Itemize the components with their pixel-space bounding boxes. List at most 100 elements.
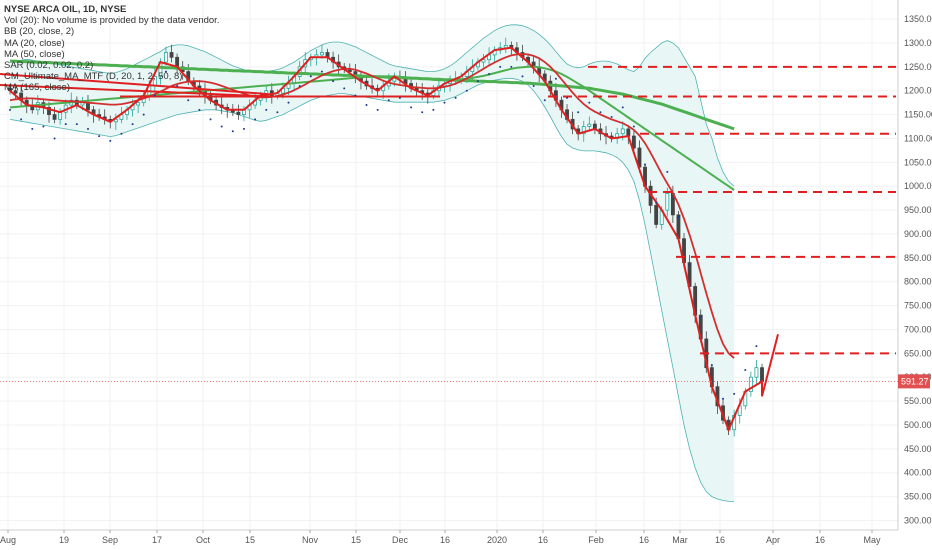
sar-dot [187,99,190,102]
y-tick-label: 1050.00 [904,157,932,167]
x-tick-label: May [863,535,881,545]
sar-dot [365,104,368,107]
sar-dot [610,115,613,118]
x-tick-label: Nov [302,535,319,545]
resistance-levels [548,65,896,355]
sar-dot [443,101,446,104]
sar-dot [53,137,56,140]
sar-dot [554,77,557,80]
trend-line [0,83,269,98]
sar-dot [42,125,45,128]
sar-dot [98,135,101,138]
bb-lower [9,77,735,502]
zigzag-line [9,46,779,433]
x-tick-label: Sep [102,535,118,545]
candle-body [587,123,592,127]
candle [236,104,241,120]
candle-body [748,376,753,392]
candle-body [52,114,57,120]
candle-body [169,52,174,58]
candle-body [236,111,241,115]
sar-dot [666,170,669,173]
sar-dot [588,101,591,104]
y-tick-label: 850.00 [904,253,932,263]
legend-ma20: MA (20, close) [4,37,65,49]
x-tick-label: Aug [0,535,16,545]
sar-dot [176,84,179,87]
sar-dot [376,108,379,111]
candle [748,371,753,397]
sar-dot [9,108,11,111]
y-tick-label: 300.00 [904,515,932,525]
x-tick-label: 19 [59,535,69,545]
candle-body [13,90,18,94]
sar-dot [153,94,156,97]
candle-body [58,111,63,120]
sar-dot [387,99,390,102]
last-price-text: 591.27 [901,376,929,386]
candle-body [136,102,141,106]
sar-dot [499,65,502,68]
x-tick-label: 16 [815,535,825,545]
legend-sar: SAR (0.02, 0.02, 0.2) [4,60,94,72]
sar-dot [632,125,635,128]
x-tick-label: Oct [196,535,211,545]
sar-dot [164,70,167,73]
time-axis-bg [0,530,932,550]
y-tick-label: 650.00 [904,348,932,358]
sar-dot [532,84,535,87]
y-tick-label: 750.00 [904,301,932,311]
x-tick-label: 17 [152,535,162,545]
sar-dot [198,108,201,111]
candle [136,95,141,114]
x-tick-label: 16 [440,535,450,545]
sar-dot [755,345,758,348]
sar-dot [677,216,680,219]
sar-dot [220,125,223,128]
sar-dot [410,106,413,109]
sar-dot [465,89,468,92]
x-tick-label: Feb [588,535,604,545]
y-tick-label: 500.00 [904,420,932,430]
sar-dot [332,80,335,83]
candle [631,130,636,152]
sar-dot [577,111,580,114]
sar-dot [276,111,279,114]
y-tick-label: 1100.00 [904,133,932,143]
candle-body [581,126,586,135]
sar-dot [398,96,401,99]
sar-dot [599,111,602,114]
time-axis: Aug 19 Sep 17 Oct 15 Nov 15 Dec 16 2020 16 Feb 16 Mar 1… [0,529,932,550]
sar-dot [688,264,691,266]
y-tick-label: 450.00 [904,444,932,454]
y-tick-label: 1350.00 [904,14,932,24]
legend-ma165: MA (165, close) [4,82,70,94]
trend-lines [0,46,779,433]
candle [587,116,592,131]
x-tick-label: 16 [715,535,725,545]
sar-dot [242,127,245,130]
candle [113,113,118,130]
legend-ma50: MA (50, close) [4,48,65,60]
x-tick-label: Mar [672,535,688,545]
x-tick-label: 2020 [487,535,507,545]
bb-fill [10,24,735,502]
candle-body [86,102,90,111]
y-tick-label: 550.00 [904,396,932,406]
legend-cm-ultimate: CM_Ultimate_MA_MTF (D, 20, 1, 2, 50, 8) [4,71,183,83]
candle-body [320,52,324,56]
candle-body [760,367,764,382]
sar-dot [454,96,457,99]
sar-dot [343,87,346,90]
candle-body [665,192,670,211]
ma20-line [9,53,735,359]
sar-dot [488,73,491,76]
y-tick-label: 400.00 [904,468,932,478]
y-tick-label: 1250.00 [904,62,932,72]
sar-dot [710,364,713,367]
candle-body [754,367,759,378]
x-tick-label: 16 [538,535,548,545]
y-tick-label: 1200.00 [904,86,932,96]
candle [169,44,174,63]
